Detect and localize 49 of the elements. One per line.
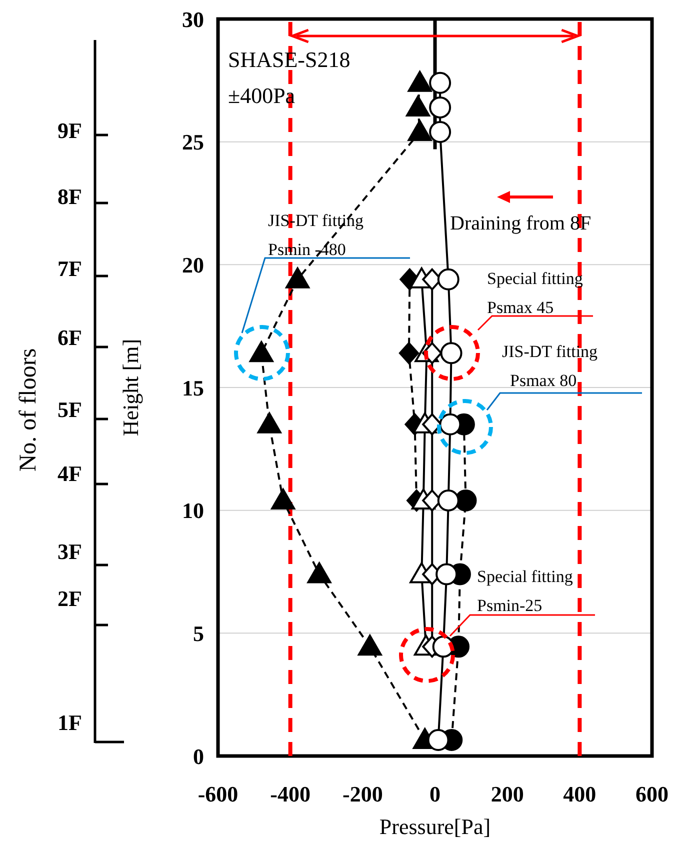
text: 5F <box>58 397 82 422</box>
point <box>439 413 462 436</box>
text: 6F <box>58 325 82 350</box>
y-tick-label: 10 <box>182 498 204 524</box>
point <box>257 412 282 434</box>
y-tick-label: 0 <box>193 744 204 769</box>
y-axis-title: Height [m] <box>118 338 143 436</box>
text: 7F <box>58 256 82 282</box>
annotation: Special fitting Psmin-25 <box>477 566 574 615</box>
point <box>358 634 382 656</box>
point <box>286 267 310 288</box>
annotation: ±400Pa <box>228 83 296 108</box>
point <box>271 488 296 510</box>
y-tick-label: 25 <box>182 130 204 155</box>
text: 2F <box>58 586 82 612</box>
text: 4F <box>58 461 82 486</box>
x-tick-label: -200 <box>342 782 383 807</box>
annotation: Draining from 8F <box>450 212 592 235</box>
x-axis-title: Pressure[Pa] <box>379 814 491 839</box>
text: 3F <box>58 539 82 564</box>
point <box>436 563 458 586</box>
point <box>429 72 452 94</box>
x-tick-label: -600 <box>198 782 238 807</box>
annotation: SHASE-S218 <box>228 47 350 72</box>
y-tick-label: 5 <box>193 620 204 646</box>
x-tick-label: 0 <box>430 782 440 807</box>
point <box>307 562 332 584</box>
x-tick-label: 200 <box>490 782 524 807</box>
x-tick-label: -400 <box>270 782 310 807</box>
text: 9F <box>58 118 82 144</box>
x-tick-label: 400 <box>563 782 596 807</box>
point <box>429 121 452 144</box>
text: No. of floors <box>16 348 42 472</box>
annotation: JIS-DT fitting Psmax 80 <box>502 342 598 390</box>
point <box>437 490 460 512</box>
text: 8F <box>58 184 82 210</box>
text: 1F <box>58 710 82 736</box>
point <box>408 70 432 92</box>
point <box>429 96 452 118</box>
point <box>427 729 450 752</box>
annotation: Special fitting Psmax 45 <box>487 268 584 317</box>
point <box>406 95 430 116</box>
point <box>437 268 460 290</box>
point <box>398 342 419 364</box>
y-tick-label: 30 <box>182 6 204 32</box>
y-tick-label: 20 <box>182 252 204 278</box>
x-tick-label: 600 <box>636 782 668 807</box>
y-tick-label: 15 <box>182 375 204 400</box>
point <box>408 120 432 142</box>
